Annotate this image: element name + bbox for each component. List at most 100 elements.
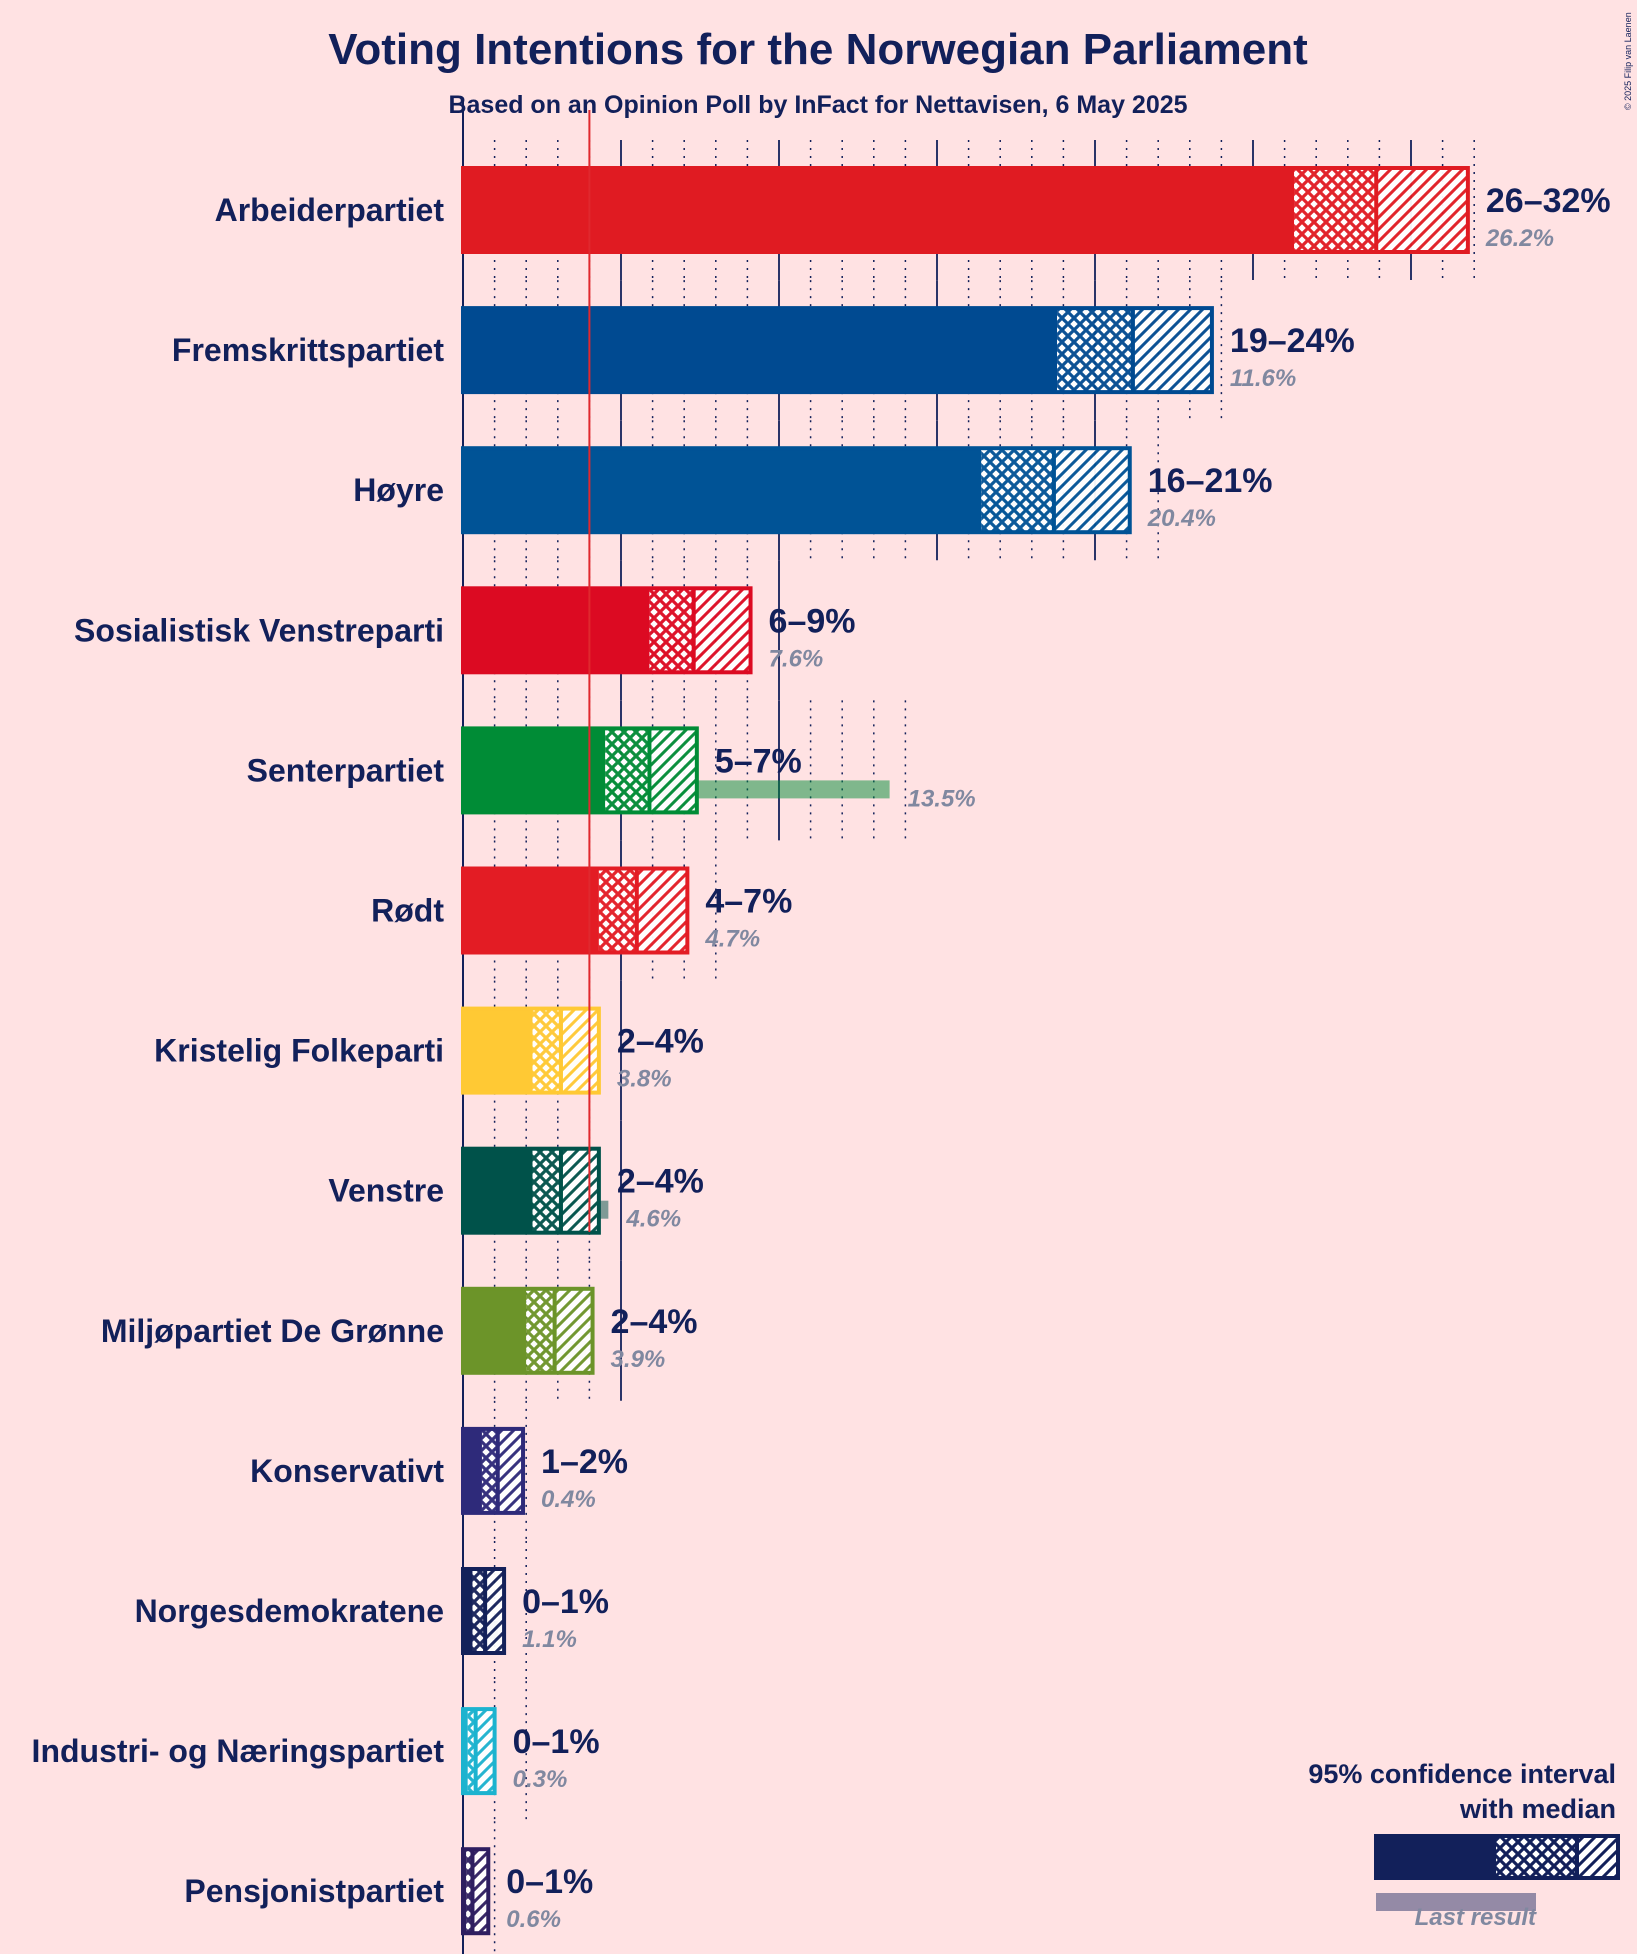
ci-upper-hatch-venstre	[560, 1148, 599, 1233]
chart-subtitle: Based on an Opinion Poll by InFact for N…	[448, 91, 1187, 119]
legend-title-line1: 95% confidence interval	[1308, 1759, 1616, 1789]
ci-outline-sosialistisk-venstreparti	[461, 586, 753, 675]
range-label-sosialistisk-venstreparti: 6–9%	[769, 602, 856, 640]
ci-outline-industri-og-naeringspartiet	[461, 1707, 497, 1796]
legend-title-line2: with median	[1459, 1794, 1616, 1824]
ci-upper-hatch-senterpartiet	[649, 728, 697, 813]
party-name-fremskrittspartiet: Fremskrittspartiet	[172, 332, 444, 368]
ci-upper-hatch-industri-og-naeringspartiet	[475, 1709, 495, 1794]
party-name-rodt: Rødt	[371, 893, 444, 929]
ci-solid-bar-miljopartiet-de-gronne	[463, 1288, 527, 1373]
ci-upper-hatch-kristelig-folkeparti	[560, 1008, 599, 1093]
ci-lower-hatch-fremskrittspartiet	[1057, 308, 1133, 393]
ci-solid-bar-senterpartiet	[463, 728, 606, 813]
last-label-arbeiderpartiet: 26.2%	[1485, 225, 1554, 252]
party-row-industri-og-naeringspartiet: Industri- og Næringspartiet 0–1% 0.3%	[32, 1707, 600, 1796]
party-name-konservativt: Konservativt	[250, 1453, 444, 1489]
party-row-pensjonistpartiet: Pensjonistpartiet 0–1% 0.6%	[184, 1847, 593, 1936]
ci-lower-hatch-arbeiderpartiet	[1294, 168, 1377, 252]
ci-solid-bar-kristelig-folkeparti	[463, 1008, 533, 1093]
ci-outline-kristelig-folkeparti	[461, 1006, 601, 1095]
ci-lower-hatch-sosialistisk-venstreparti	[649, 588, 694, 673]
ci-lower-hatch-konservativt	[481, 1428, 498, 1513]
legend-ci-solid	[1376, 1836, 1496, 1878]
chart-title: Voting Intentions for the Norwegian Parl…	[328, 25, 1308, 74]
party-row-arbeiderpartiet: Arbeiderpartiet 26–32% 26.2%	[215, 166, 1611, 254]
range-label-fremskrittspartiet: 19–24%	[1230, 322, 1355, 360]
last-label-konservativt: 0.4%	[541, 1486, 596, 1513]
legend-marks	[1374, 1834, 1620, 1911]
ci-outline-rodt	[461, 866, 690, 955]
ci-solid-bar-rodt	[463, 868, 599, 953]
party-name-hoyre: Høyre	[353, 472, 444, 508]
range-label-konservativt: 1–2%	[541, 1443, 628, 1481]
range-label-miljopartiet-de-gronne: 2–4%	[611, 1303, 698, 1341]
party-row-hoyre: Høyre 16–21% 20.4%	[353, 446, 1273, 535]
party-name-sosialistisk-venstreparti: Sosialistisk Venstreparti	[74, 612, 444, 648]
ci-lower-hatch-venstre	[532, 1148, 561, 1233]
range-label-norgesdemokratene: 0–1%	[522, 1583, 609, 1621]
party-row-sosialistisk-venstreparti: Sosialistisk Venstreparti 6–9% 7.6%	[74, 586, 856, 675]
range-label-industri-og-naeringspartiet: 0–1%	[513, 1723, 600, 1761]
ci-solid-bar-fremskrittspartiet	[463, 308, 1058, 393]
legend-ci-lower-hatch	[1496, 1836, 1577, 1878]
ci-solid-bar-venstre	[463, 1148, 533, 1233]
last-label-venstre: 4.6%	[625, 1206, 681, 1233]
ci-upper-hatch-pensjonistpartiet	[472, 1849, 489, 1934]
last-label-industri-og-naeringspartiet: 0.3%	[513, 1766, 568, 1793]
ci-outline-venstre	[461, 1146, 601, 1235]
ci-upper-hatch-arbeiderpartiet	[1376, 168, 1468, 252]
party-row-norgesdemokratene: Norgesdemokratene 0–1% 1.1%	[135, 1567, 609, 1655]
last-label-rodt: 4.7%	[704, 926, 760, 953]
ci-outline-konservativt	[461, 1426, 526, 1515]
range-label-kristelig-folkeparti: 2–4%	[617, 1023, 704, 1061]
legend-ci-upper-hatch	[1577, 1836, 1618, 1878]
range-label-hoyre: 16–21%	[1148, 462, 1273, 500]
party-name-pensjonistpartiet: Pensjonistpartiet	[184, 1873, 444, 1909]
last-label-kristelig-folkeparti: 3.8%	[617, 1066, 672, 1093]
party-name-industri-og-naeringspartiet: Industri- og Næringspartiet	[32, 1733, 445, 1769]
ci-upper-hatch-sosialistisk-venstreparti	[693, 588, 751, 673]
ci-solid-bar-arbeiderpartiet	[463, 168, 1295, 252]
ci-outline-arbeiderpartiet	[461, 166, 1470, 254]
range-label-rodt: 4–7%	[705, 883, 792, 921]
last-label-norgesdemokratene: 1.1%	[522, 1626, 577, 1653]
last-label-senterpartiet: 13.5%	[908, 785, 976, 812]
party-name-miljopartiet-de-gronne: Miljøpartiet De Grønne	[101, 1313, 444, 1349]
party-row-venstre: Venstre 2–4% 4.6%	[328, 1146, 704, 1235]
ci-lower-hatch-miljopartiet-de-gronne	[526, 1288, 555, 1373]
ci-outline-senterpartiet	[461, 726, 699, 815]
ci-upper-hatch-fremskrittspartiet	[1132, 308, 1212, 393]
party-row-senterpartiet: Senterpartiet 5–7% 13.5%	[247, 726, 976, 815]
party-name-norgesdemokratene: Norgesdemokratene	[135, 1593, 444, 1629]
ci-solid-bar-konservativt	[463, 1428, 482, 1513]
last-label-pensjonistpartiet: 0.6%	[506, 1906, 561, 1933]
ci-upper-hatch-rodt	[636, 868, 688, 953]
copyright-notice: © 2025 Filip van Laenen	[1623, 12, 1633, 110]
ci-lower-hatch-senterpartiet	[605, 728, 650, 813]
legend-last-result-bar	[1376, 1893, 1536, 1911]
ci-outline-pensjonistpartiet	[461, 1847, 491, 1936]
ci-upper-hatch-hoyre	[1053, 448, 1130, 533]
ci-solid-bar-sosialistisk-venstreparti	[463, 588, 650, 673]
party-name-kristelig-folkeparti: Kristelig Folkeparti	[154, 1033, 444, 1069]
ci-lower-hatch-pensjonistpartiet	[466, 1849, 473, 1934]
party-row-kristelig-folkeparti: Kristelig Folkeparti 2–4% 3.8%	[154, 1006, 704, 1095]
ci-lower-hatch-rodt	[598, 868, 637, 953]
ci-outline-miljopartiet-de-gronne	[461, 1286, 595, 1375]
party-row-fremskrittspartiet: Fremskrittspartiet 19–24% 11.6%	[172, 306, 1355, 395]
party-row-miljopartiet-de-gronne: Miljøpartiet De Grønne 2–4% 3.9%	[101, 1286, 698, 1375]
ci-solid-bar-hoyre	[463, 448, 982, 533]
last-label-sosialistisk-venstreparti: 7.6%	[769, 645, 824, 672]
ci-outline-hoyre	[461, 446, 1132, 535]
ci-solid-bar-industri-og-naeringspartiet	[463, 1709, 468, 1794]
range-label-arbeiderpartiet: 26–32%	[1486, 182, 1611, 220]
party-name-venstre: Venstre	[328, 1173, 444, 1209]
party-row-konservativt: Konservativt 1–2% 0.4%	[250, 1426, 628, 1515]
ci-upper-hatch-konservativt	[497, 1428, 524, 1513]
ci-upper-hatch-miljopartiet-de-gronne	[554, 1288, 593, 1373]
legend-ci-outline	[1374, 1834, 1620, 1880]
range-label-pensjonistpartiet: 0–1%	[506, 1863, 593, 1901]
